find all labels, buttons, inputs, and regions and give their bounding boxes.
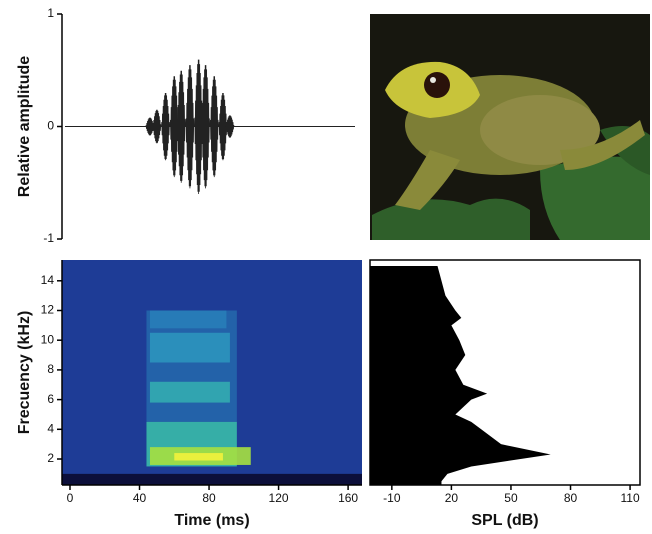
y-tick-label: 0 <box>47 119 54 133</box>
x-tick-label: 0 <box>67 491 74 505</box>
y-tick-label: 12 <box>41 303 55 317</box>
pulse <box>201 65 209 188</box>
pulse <box>177 71 185 183</box>
x-tick-label: 110 <box>621 491 640 505</box>
y-tick-label: 1 <box>47 6 54 20</box>
y-axis-label: Frecuency (kHz) <box>16 311 33 435</box>
figure: -101Relative amplitude246810121404080120… <box>0 0 652 534</box>
band <box>150 310 226 328</box>
y-tick-label: 14 <box>41 273 55 287</box>
x-axis-label: SPL (dB) <box>471 512 538 529</box>
band <box>174 453 223 460</box>
y-tick-label: 2 <box>47 451 54 465</box>
x-tick-label: 40 <box>133 491 147 505</box>
spl-area <box>370 266 551 485</box>
x-tick-label: 50 <box>504 491 518 505</box>
y-tick-label: 6 <box>47 392 54 406</box>
x-tick-label: 160 <box>338 491 358 505</box>
pulse <box>186 65 194 188</box>
pulse <box>161 93 169 160</box>
x-tick-label: -10 <box>383 491 401 505</box>
y-tick-label: -1 <box>43 231 54 245</box>
y-tick-label: 10 <box>41 332 55 346</box>
pulse <box>210 76 218 177</box>
y-tick-label: 4 <box>47 421 54 435</box>
x-tick-label: 20 <box>445 491 459 505</box>
x-tick-label: 80 <box>564 491 578 505</box>
x-tick-label: 120 <box>269 491 289 505</box>
x-tick-label: 80 <box>202 491 216 505</box>
pulse <box>153 110 161 144</box>
band <box>62 474 362 485</box>
pulse <box>226 115 234 137</box>
frog-photo <box>370 14 650 240</box>
band <box>150 333 230 363</box>
y-tick-label: 8 <box>47 362 54 376</box>
x-axis-label: Time (ms) <box>174 512 249 529</box>
y-axis-label: Relative amplitude <box>16 56 33 197</box>
band <box>150 382 230 403</box>
